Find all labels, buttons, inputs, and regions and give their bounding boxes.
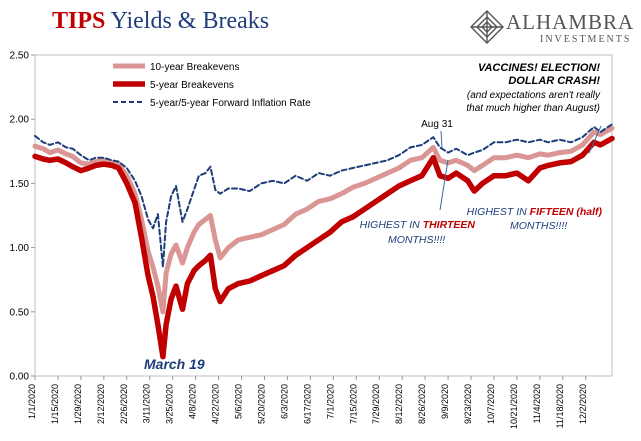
x-tick-label: 5/20/2020	[256, 384, 266, 424]
x-tick-label: 10/21/2020	[509, 384, 519, 429]
x-tick-label: 4/22/2020	[211, 384, 221, 424]
x-tick-label: 1/1/2020	[27, 384, 37, 419]
logo-diamond-icon	[470, 10, 504, 44]
annotation-thirteen-line2: MONTHS!!!!	[388, 234, 445, 246]
legend-label: 5-year/5-year Forward Inflation Rate	[150, 98, 311, 109]
annotation-thirteen-line1: HIGHEST IN THIRTEEN	[360, 219, 476, 231]
y-tick-label: 2.00	[10, 115, 30, 126]
y-tick-label: 1.00	[10, 243, 30, 254]
x-tick-label: 2/12/2020	[96, 384, 106, 424]
x-tick-label: 7/1/2020	[325, 384, 335, 419]
x-tick-label: 8/26/2020	[417, 384, 427, 424]
annotation-fifteen-pre: HIGHEST IN	[467, 206, 530, 218]
x-tick-label: 11/18/2020	[555, 384, 565, 428]
x-tick-label: 9/9/2020	[440, 384, 450, 419]
logo-subtitle: INVESTMENTS	[540, 34, 632, 45]
x-tick-label: 3/25/2020	[165, 384, 175, 424]
series-line-5-year	[32, 135, 615, 360]
y-tick-label: 1.50	[10, 179, 30, 190]
y-tick-label: 0.50	[10, 307, 30, 318]
annotation-thirteen-word: THIRTEEN	[423, 219, 476, 231]
annotation-vaccines-line4: that much higher than August)	[466, 103, 600, 114]
plot-frame	[34, 54, 613, 377]
annotation-vaccines-line1: VACCINES! ELECTION!	[478, 62, 600, 74]
x-tick-label: 6/3/2020	[279, 384, 289, 419]
x-tick-label: 4/8/2020	[188, 384, 198, 419]
company-logo: ALHAMBRA INVESTMENTS	[470, 6, 633, 50]
x-tick-label: 11/4/2020	[532, 384, 542, 423]
chart-title-rest: Yields & Breaks	[105, 8, 270, 34]
logo-name: ALHAMBRA	[506, 10, 635, 34]
annotation-fifteen-line2: MONTHS!!!!	[510, 220, 567, 232]
x-tick-label: 2/26/2020	[119, 384, 129, 424]
chart-title-tips: TIPS	[52, 8, 106, 34]
x-tick-label: 7/29/2020	[371, 384, 381, 424]
annotation-fifteen-line1: HIGHEST IN FIFTEEN (half)	[467, 206, 603, 218]
annotation-march19: March 19	[144, 356, 205, 372]
annotation-vaccines-line3: (and expectations aren't really	[467, 90, 601, 101]
x-tick-label: 7/15/2020	[348, 384, 358, 424]
x-tick-label: 3/11/2020	[142, 384, 152, 423]
legend-label: 5-year Breakevens	[150, 80, 234, 91]
x-tick-label: 5/6/2020	[234, 384, 244, 419]
y-tick-label: 2.50	[10, 51, 30, 62]
y-tick-label: 0.00	[10, 372, 30, 383]
x-tick-label: 10/7/2020	[486, 384, 496, 424]
legend-label: 10-year Breakevens	[150, 62, 240, 73]
arrow-aug31	[440, 130, 443, 149]
annotation-aug31: Aug 31	[421, 119, 453, 130]
annotation-vaccines-line2: DOLLAR CRASH!	[508, 75, 600, 87]
annotation-thirteen-pre: HIGHEST IN	[360, 219, 423, 231]
x-tick-label: 1/15/2020	[50, 384, 60, 424]
x-tick-label: 9/23/2020	[463, 384, 473, 424]
arrow-thirteen	[439, 159, 449, 211]
x-tick-label: 6/17/2020	[302, 384, 312, 424]
series-line-5y5y-forward	[34, 123, 613, 268]
annotation-fifteen-word: FIFTEEN (half)	[530, 206, 603, 218]
series-line-10-year	[32, 125, 615, 315]
chart-title: TIPS Yields & Breaks	[52, 8, 269, 35]
x-tick-label: 12/2/2020	[578, 384, 588, 424]
arrow-vaccines	[588, 125, 602, 154]
x-tick-label: 1/29/2020	[73, 384, 83, 424]
x-tick-label: 8/12/2020	[394, 384, 404, 424]
